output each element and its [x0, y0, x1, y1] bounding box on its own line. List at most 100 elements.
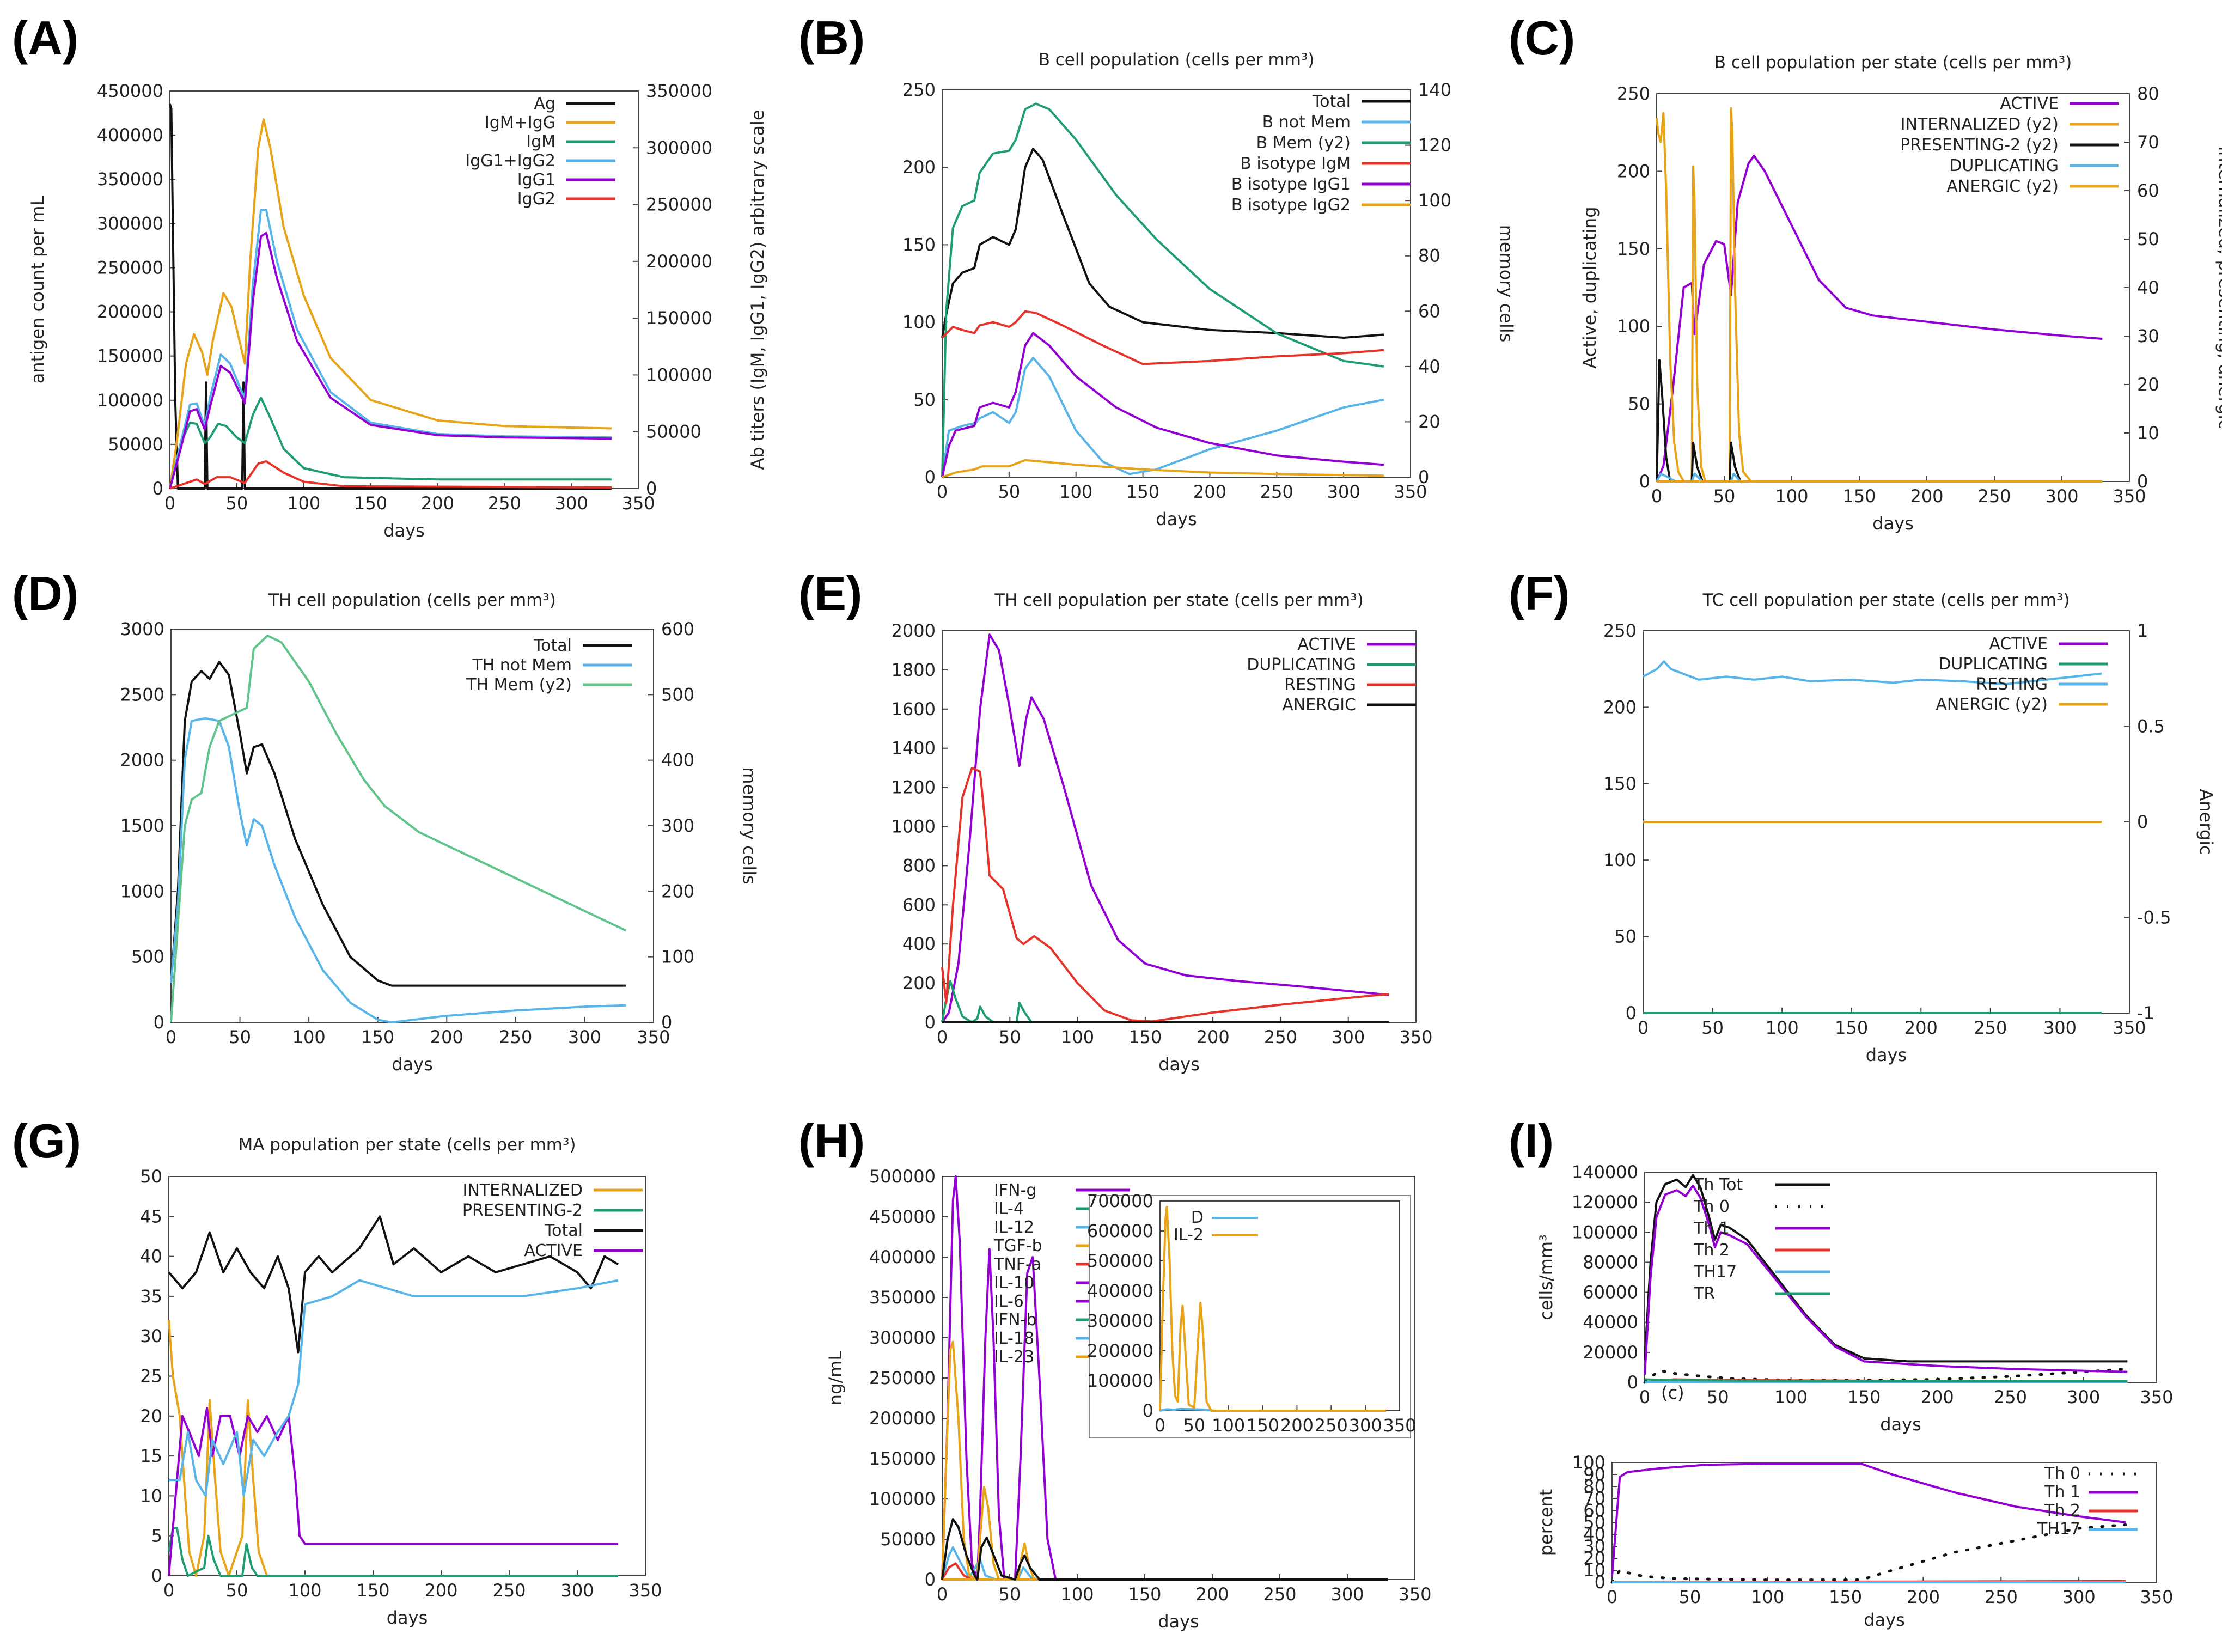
panel-label: (G) [12, 1114, 81, 1168]
y-axis-label: ng/mL [825, 1351, 846, 1406]
x-tick-label: 150 [1246, 1415, 1279, 1436]
legend-label: Total [533, 636, 572, 655]
x-tick-label: 50 [1713, 486, 1736, 507]
y2-tick-label: 80 [1418, 246, 1440, 266]
x-axis-label: days [1158, 1054, 1200, 1075]
x-tick-label: 250 [1260, 481, 1293, 502]
x-tick-label: 250 [492, 1580, 526, 1601]
x-axis-label: days [387, 1607, 428, 1628]
chart-title: B cell population (cells per mm³) [1039, 50, 1315, 70]
y-axis-label: cells/mm³ [1536, 1234, 1556, 1320]
panel-e: (E) TH cell population per state (cells p… [798, 566, 1433, 1075]
y-tick-label: 350000 [869, 1287, 936, 1308]
y-tick-label: 700000 [1087, 1191, 1153, 1211]
panel-label: (E) [798, 566, 862, 620]
y2-tick-label: 10 [2137, 423, 2159, 443]
y-tick-label: 300000 [1087, 1310, 1153, 1331]
series-line-b-isotype-igg1 [941, 332, 1384, 478]
y-tick-label: 0 [925, 1012, 936, 1033]
legend-label: IgG1 [517, 170, 556, 190]
y-tick-label: 100 [1572, 1452, 1606, 1473]
legend-item: Th 2 [1693, 1241, 1830, 1260]
x-tick-label: 200 [1904, 1017, 1938, 1038]
x-tick-label: 250 [1977, 486, 2011, 507]
series-line-il-2 [1159, 1206, 1386, 1412]
x-tick-label: 0 [1607, 1587, 1617, 1607]
panel-h: (H)0 50 100 150 200 250 300 3500500001000001500… [798, 1114, 1432, 1632]
y2-tick-label: 20 [1418, 411, 1440, 432]
y-tick-label: 0 [925, 1569, 936, 1590]
inset-legend-label: D [1191, 1208, 1204, 1227]
legend-item: Th 0 [1693, 1197, 1830, 1216]
y2-axis-label: memory cells [739, 767, 760, 885]
legend-label: TGF-b [993, 1236, 1042, 1255]
x-tick-label: 250 [1985, 1587, 2018, 1607]
subplot-legend-label: Th 2 [2044, 1501, 2080, 1520]
x-tick-label: 0 [1639, 1387, 1650, 1407]
x-tick-label: 100 [1774, 1387, 1808, 1407]
x-tick-label: 50 [1183, 1415, 1205, 1436]
panel-label: (C) [1509, 11, 1575, 65]
y2-tick-label: 100 [661, 947, 694, 967]
y-tick-label: 1000 [892, 816, 936, 837]
x-tick-label: 300 [1332, 1027, 1365, 1047]
legend-item: DUPLICATING [1247, 655, 1416, 674]
x-tick-label: 0 [1155, 1415, 1165, 1436]
y-tick-label: 3000 [120, 619, 164, 639]
series-line-ag [169, 103, 612, 490]
series-line-duplicating [941, 980, 1389, 1023]
series-line-b-isotype-igm [941, 310, 1384, 365]
x-tick-label: 200 [1280, 1415, 1314, 1436]
y-tick-label: 50 [913, 389, 936, 410]
y-tick-label: 80 [1583, 1476, 1606, 1497]
y-tick-label: 1500 [120, 815, 164, 836]
legend-label: DUPLICATING [1949, 156, 2059, 175]
percent-subplot: 0 50 100 150 200 250 300 3500102030405060708090… [1536, 1452, 2174, 1630]
series-line-total [170, 661, 626, 987]
legend-label: PRESENTING-2 (y2) [1900, 136, 2059, 155]
y-tick-label: 0 [1627, 1372, 1638, 1393]
y-tick-label: 50000 [108, 434, 163, 455]
y-tick-label: 10 [140, 1485, 162, 1506]
x-tick-label: 50 [999, 1584, 1021, 1605]
panel-b: (B) B cell population (cells per mm³) 0 50 1… [798, 11, 1517, 529]
x-tick-label: 300 [2062, 1587, 2096, 1607]
legend-label: RESTING [1284, 675, 1356, 694]
y-tick-label: 30 [1583, 1536, 1606, 1557]
x-tick-label: 0 [164, 493, 175, 514]
chart-title: TH cell population (cells per mm³) [268, 590, 556, 610]
y-tick-label: 80000 [1583, 1252, 1638, 1272]
legend-label: ACTIVE [1297, 635, 1356, 654]
y-tick-label: 150 [1603, 773, 1637, 794]
legend-item: ACTIVE [1297, 635, 1416, 654]
corner-note: (c) [1661, 1382, 1684, 1403]
y-tick-label: 200 [1603, 697, 1637, 717]
y2-tick-label: 70 [2137, 132, 2159, 153]
y2-tick-label: 350000 [646, 81, 712, 101]
legend-label: B isotype IgM [1240, 154, 1351, 173]
x-tick-label: 150 [356, 1580, 389, 1601]
series-line-presenting-2-y2- [1656, 359, 2103, 483]
y-tick-label: 500000 [869, 1166, 936, 1187]
legend-label: ANERGIC [1282, 696, 1356, 715]
x-tick-label: 200 [421, 493, 454, 514]
legend-item: TR [1693, 1284, 1830, 1303]
y2-tick-label: 50000 [646, 422, 701, 442]
legend-item: Total [544, 1221, 643, 1240]
y-tick-label: 100000 [1572, 1222, 1638, 1242]
panel-d: (D) TH cell population (cells per mm³) 0 50… [12, 566, 760, 1075]
y-tick-label: 60000 [1583, 1282, 1638, 1303]
inset-chart: 0 50 100 150 200 250 300 350 0 100000 200000 300000… [1087, 1191, 1417, 1438]
legend-item: B not Mem [1262, 113, 1411, 132]
series-line-ifn-g [941, 1175, 1388, 1581]
legend-item: ACTIVE [524, 1241, 643, 1260]
legend-item: RESTING [1976, 675, 2108, 694]
legend-label: IgG1+IgG2 [465, 151, 556, 170]
legend-item: Total [533, 636, 632, 655]
y2-axis-label: memory cells [1496, 225, 1517, 343]
series-line-internalized-y2- [1656, 107, 2103, 483]
y-tick-label: 150 [902, 234, 936, 255]
y-tick-label: 40000 [1583, 1312, 1638, 1333]
series-line-duplicating [1656, 472, 2103, 483]
x-tick-label: 0 [1651, 486, 1662, 507]
